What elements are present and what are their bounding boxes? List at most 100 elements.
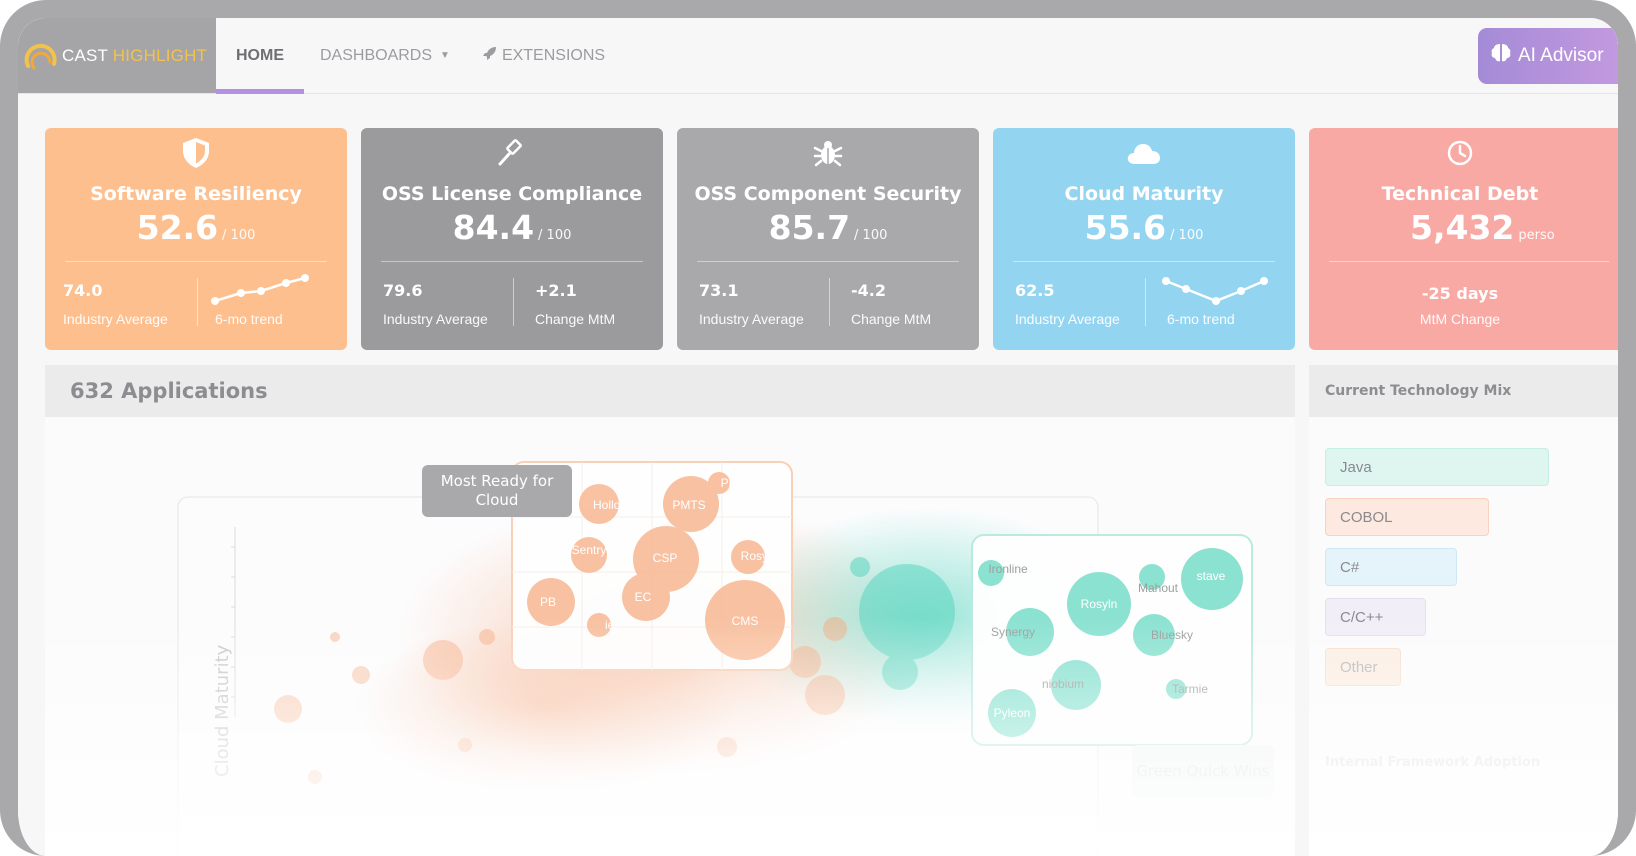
card-technical-debt[interactable]: Technical Debt 5,432 perso -25 days MtM C…: [1309, 128, 1618, 350]
card-score: 84.4: [452, 208, 535, 247]
tech-bar-other[interactable]: Other: [1325, 648, 1401, 686]
card-divider: [65, 261, 327, 262]
top-header: CAST HIGHLIGHT HOME DASHBOARDS ▼ EXTENSIO…: [18, 18, 1618, 94]
card-industry-average-value: 73.1: [699, 281, 739, 300]
card-mtm-change-value: -25 days: [1421, 284, 1499, 303]
card-title: Cloud Maturity: [1064, 183, 1224, 205]
card-divider: [1013, 261, 1275, 262]
bubble-label: stave: [1197, 569, 1226, 583]
card-industry-average-value: 79.6: [383, 281, 423, 300]
card-score-max: / 100: [222, 228, 256, 243]
tech-bar-csharp[interactable]: C#: [1325, 548, 1457, 586]
internal-framework-adoption-title: Internal Framework Adoption: [1325, 755, 1541, 770]
card-title: OSS Component Security: [694, 183, 962, 205]
nav-home[interactable]: HOME: [216, 18, 304, 94]
card-score: 85.7: [768, 208, 851, 247]
brain-icon: [1490, 42, 1518, 70]
bubble-label: PMTS: [672, 498, 705, 512]
bubble-label: CSP: [653, 551, 678, 565]
applications-bubble-chart[interactable]: Hollow PMTS PHP Sentry CSP Rosyln PB EC …: [45, 417, 1295, 856]
card-change-value: -4.2: [851, 281, 886, 300]
bubble-label: niobium: [1042, 677, 1084, 691]
bubble-label: PHP: [721, 476, 746, 490]
card-industry-average-label: Industry Average: [383, 311, 488, 327]
nav-dashboards[interactable]: DASHBOARDS ▼: [304, 18, 466, 93]
gavel-icon: [361, 136, 663, 170]
card-score-max: / 100: [538, 228, 572, 243]
card-cloud-maturity[interactable]: Cloud Maturity 55.6/ 100 62.5 Industry A…: [993, 128, 1295, 350]
card-separator: [829, 278, 830, 326]
tech-mix-chart[interactable]: Java COBOL C# C/C++ Other Internal Frame…: [1309, 417, 1618, 856]
card-industry-average-label: Industry Average: [699, 311, 804, 327]
tech-bar-java[interactable]: Java: [1325, 448, 1549, 486]
most-ready-for-cloud-callout: Most Ready for Cloud: [422, 465, 572, 517]
app-screen: CAST HIGHLIGHT HOME DASHBOARDS ▼ EXTENSIO…: [18, 18, 1618, 856]
bubble-label: Synergy: [991, 625, 1035, 639]
card-score: 52.6: [136, 208, 219, 247]
card-oss-component-security[interactable]: OSS Component Security 85.7/ 100 73.1 In…: [677, 128, 979, 350]
cloud-icon: [993, 136, 1295, 170]
brand-name-left: CAST: [62, 45, 108, 65]
card-software-resiliency[interactable]: Software Resiliency 52.6/ 100 74.0 Indus…: [45, 128, 347, 350]
tech-bar-label: COBOL: [1340, 508, 1393, 526]
tech-bar-cobol[interactable]: COBOL: [1325, 498, 1489, 536]
card-separator: [197, 278, 198, 326]
trend-sparkline-up: [211, 274, 309, 305]
card-title: OSS License Compliance: [381, 183, 643, 205]
bubble-label: Mahout: [1138, 581, 1179, 595]
clock-icon: [1309, 136, 1618, 170]
y-axis-label: Cloud Maturity: [212, 644, 233, 777]
card-industry-average-label: Industry Average: [63, 311, 168, 327]
cast-logo-icon: [22, 38, 58, 74]
card-score: 5,432: [1410, 208, 1515, 247]
card-industry-average-value: 74.0: [63, 281, 103, 300]
card-score-max: / 100: [1170, 228, 1204, 243]
nav-extensions[interactable]: EXTENSIONS: [466, 18, 621, 93]
bubble-label: Bluesky: [1151, 628, 1193, 642]
tech-mix-title: Current Technology Mix: [1325, 383, 1512, 399]
trend-sparkline-dip: [1162, 277, 1268, 305]
bubble-label: CMS: [732, 614, 759, 628]
card-oss-license-compliance[interactable]: OSS License Compliance 84.4/ 100 79.6 In…: [361, 128, 663, 350]
card-trend-label: 6-mo trend: [215, 311, 283, 327]
applications-title: 632 Applications: [70, 379, 268, 403]
brand-logo[interactable]: CAST HIGHLIGHT: [18, 18, 216, 93]
card-change-value: +2.1: [535, 281, 577, 300]
rocket-icon: [482, 45, 498, 66]
card-divider: [697, 261, 959, 262]
brand-name-right: HIGHLIGHT: [112, 45, 208, 65]
bubble-label: Tarmie: [1172, 682, 1208, 696]
bubble-label: Rosyln: [1081, 597, 1118, 611]
applications-panel-header: 632 Applications: [45, 365, 1295, 417]
tech-bar-label: Java: [1340, 458, 1372, 476]
ai-advisor-label: AI Advisor: [1518, 45, 1604, 66]
bubble-scatter-plot: Hollow PMTS PHP Sentry CSP Rosyln PB EC …: [177, 461, 1253, 856]
tech-bar-c-cpp[interactable]: C/C++: [1325, 598, 1426, 636]
bubble-label: Rosyln: [741, 549, 778, 563]
card-divider: [1329, 261, 1609, 262]
card-industry-average-label: Industry Average: [1015, 311, 1120, 327]
card-title: Technical Debt: [1381, 183, 1539, 205]
bubble-label: EC: [635, 590, 652, 604]
card-mtm-change-label: MtM Change: [1419, 311, 1501, 327]
card-score: 55.6: [1084, 208, 1167, 247]
ai-advisor-button[interactable]: AI Advisor: [1478, 28, 1618, 84]
nav-home-label: HOME: [236, 46, 284, 64]
shield-icon: [45, 136, 347, 170]
card-industry-average-value: 62.5: [1015, 281, 1055, 300]
tech-bar-label: Other: [1340, 658, 1378, 676]
card-score-unit: perso: [1518, 228, 1555, 243]
bubble-label: Pyleon: [994, 706, 1031, 720]
chevron-down-icon: ▼: [440, 50, 450, 61]
bubble-label: PB: [540, 595, 556, 609]
bug-icon: [677, 136, 979, 170]
card-change-label: Change MtM: [535, 311, 616, 327]
card-separator: [1145, 278, 1146, 326]
tech-bar-label: C#: [1340, 558, 1360, 576]
card-title: Software Resiliency: [90, 183, 302, 205]
bubble-label: iep: [605, 618, 621, 632]
main-nav: HOME DASHBOARDS ▼ EXTENSIONS: [216, 18, 621, 94]
card-change-label: Change MtM: [851, 311, 932, 327]
nav-dashboards-label: DASHBOARDS: [320, 46, 433, 64]
